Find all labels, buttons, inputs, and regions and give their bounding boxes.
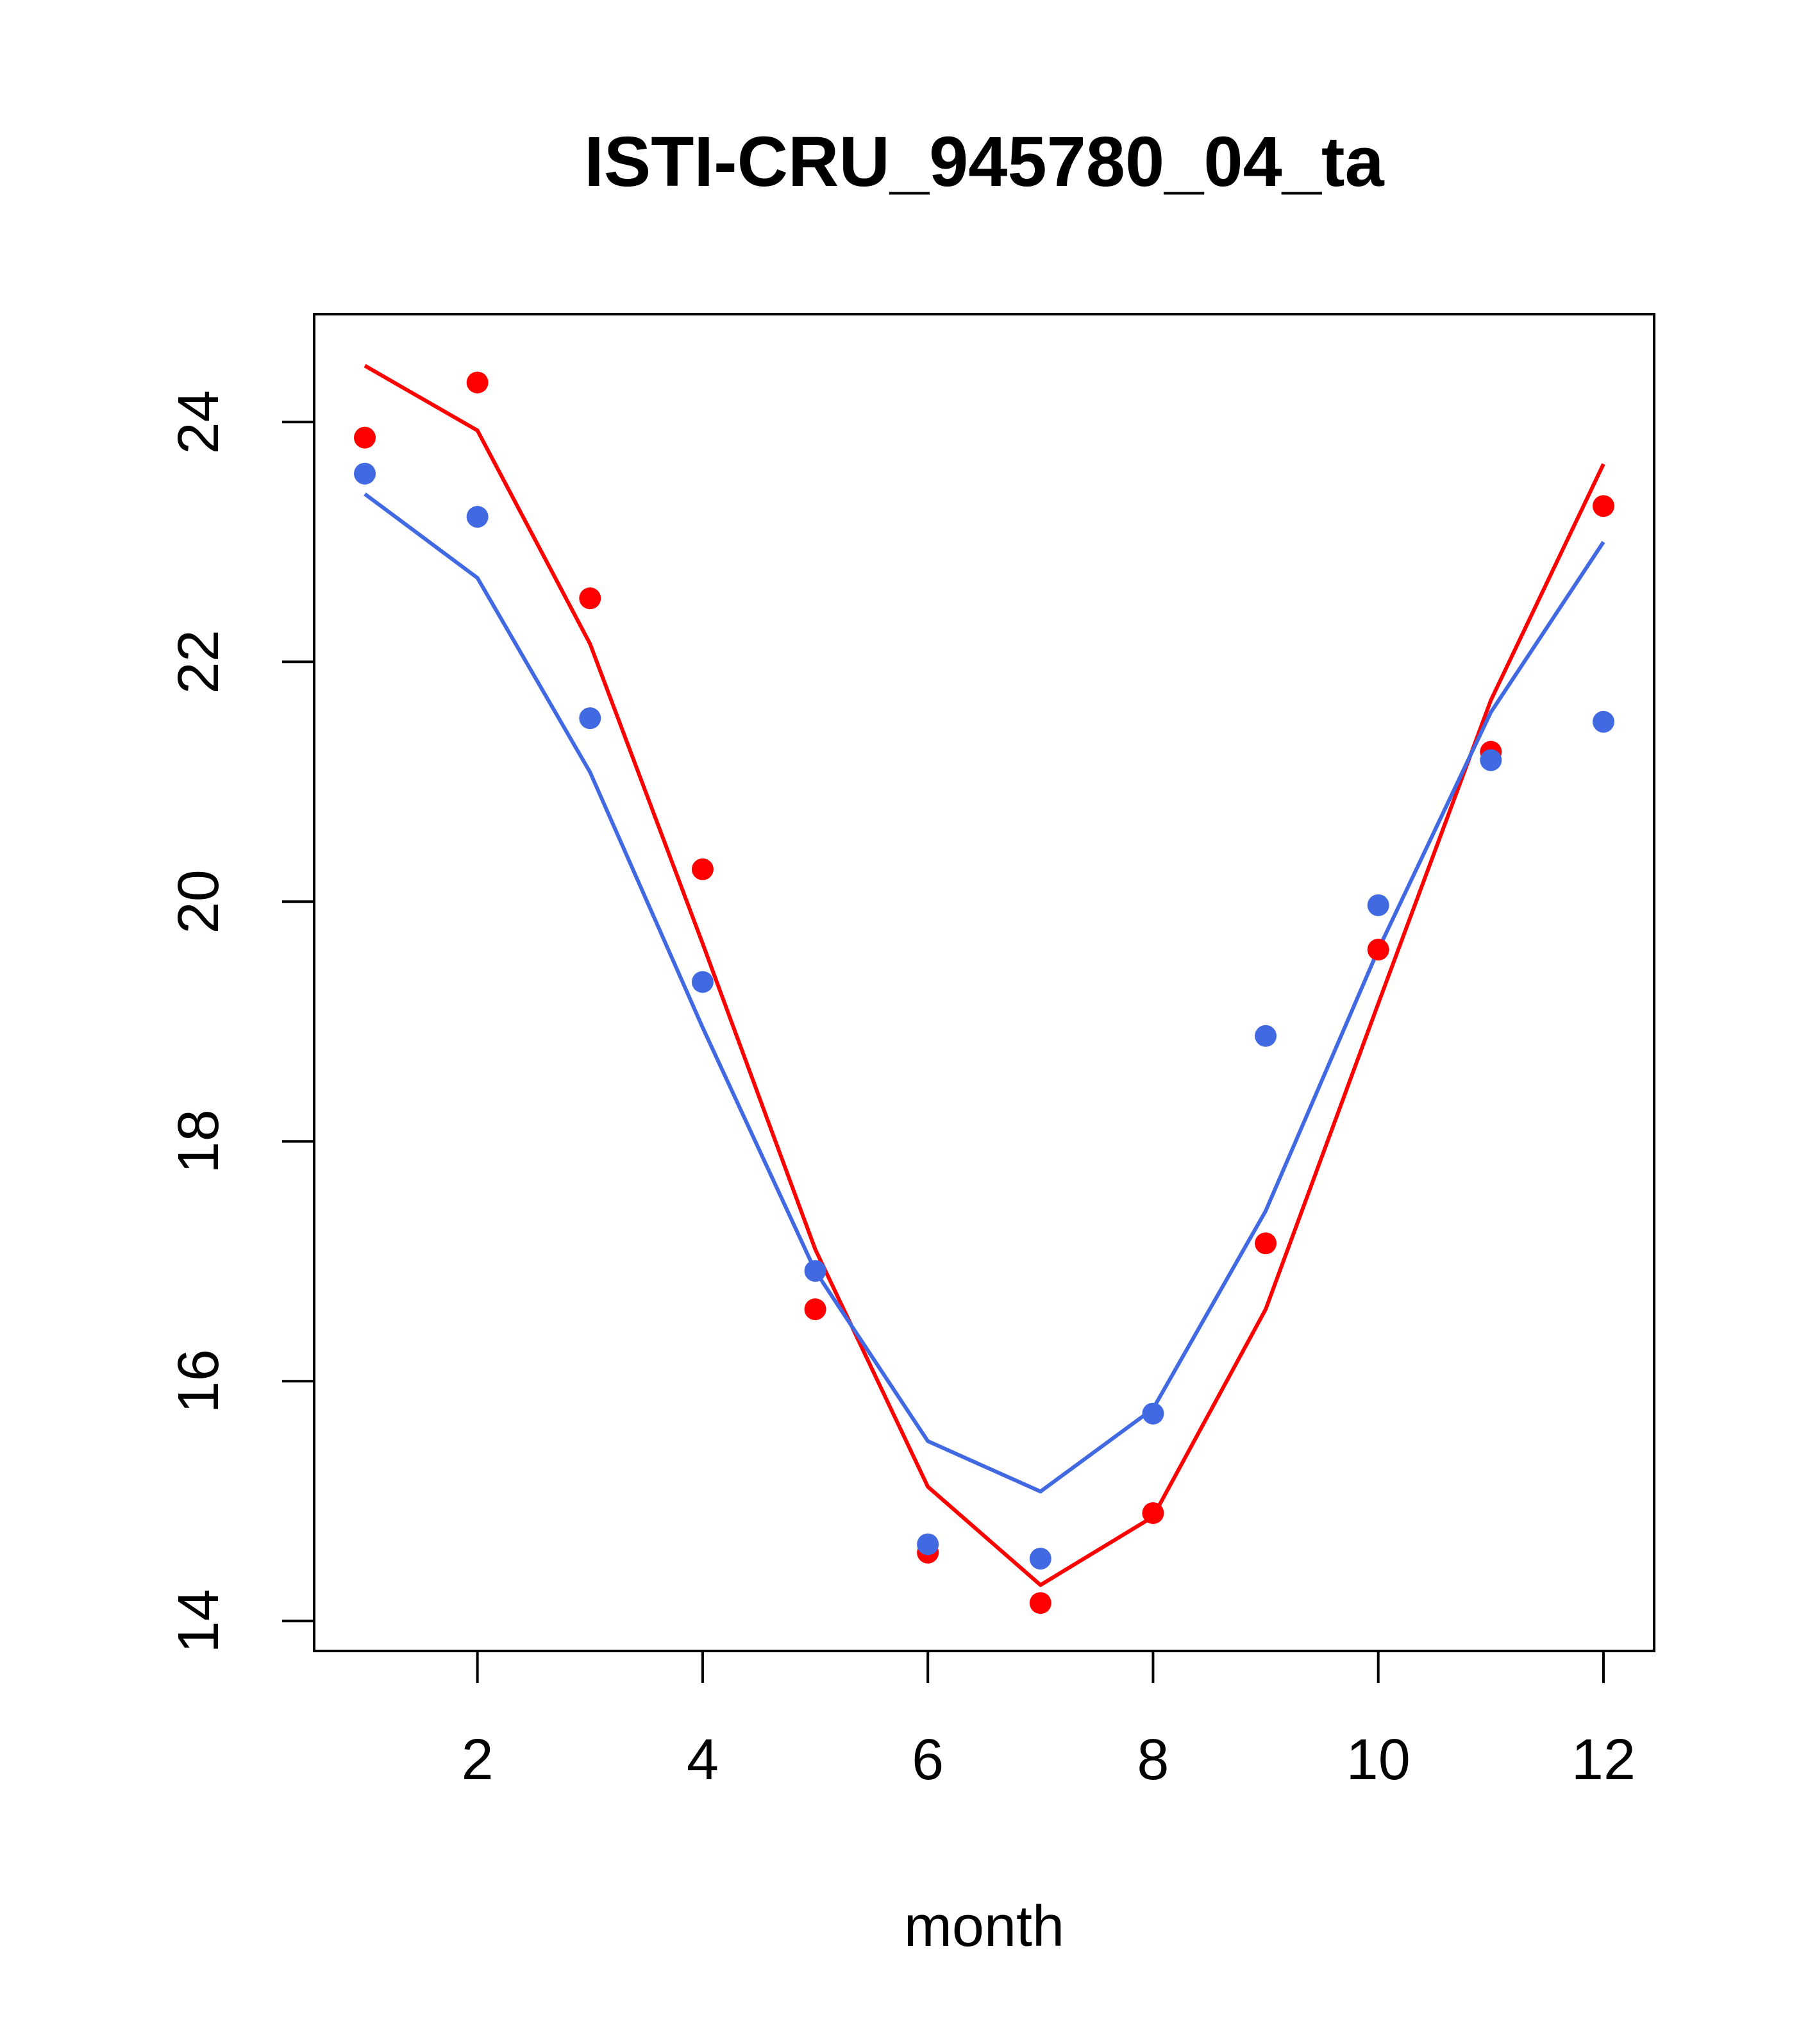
series-1-point (1142, 1502, 1164, 1524)
series-2-point (579, 707, 601, 730)
x-tick-label: 4 (687, 1728, 719, 1792)
chart-title: ISTI-CRU_945780_04_ta (584, 122, 1384, 201)
y-tick-label: 18 (167, 1109, 231, 1173)
series-2-point (354, 462, 376, 485)
x-tick-label: 10 (1346, 1728, 1411, 1792)
x-tick-label: 6 (912, 1728, 944, 1792)
series-2-point (1029, 1548, 1051, 1570)
x-tick-label: 8 (1137, 1728, 1169, 1792)
y-tick-label: 16 (167, 1349, 231, 1413)
series-2-point (1592, 710, 1614, 733)
series-1-point (1029, 1592, 1051, 1614)
series-2-point (804, 1260, 826, 1282)
y-tick-label: 20 (167, 869, 231, 934)
series-1-point (804, 1298, 826, 1321)
series-1-point (354, 426, 376, 449)
series-1-point (1255, 1232, 1277, 1255)
series-2-point (1480, 749, 1502, 771)
y-axis: 14 16 18 20 22 24 (167, 390, 315, 1653)
series-1-point (579, 587, 601, 610)
x-tick-label: 2 (462, 1728, 494, 1792)
series-2-point (691, 971, 714, 993)
series-2-point (466, 506, 489, 528)
series-1-point (1592, 495, 1614, 517)
y-tick-label: 14 (167, 1589, 231, 1653)
series-2-line (364, 492, 1605, 1494)
series-1-line (364, 364, 1605, 1587)
series-2-point (1367, 894, 1389, 916)
y-tick-label: 22 (167, 630, 231, 694)
series-2-point (917, 1533, 939, 1555)
series-2-point (1142, 1402, 1164, 1425)
x-tick-label: 12 (1571, 1728, 1636, 1792)
series-2-point (1255, 1025, 1277, 1047)
series-1-point (691, 858, 714, 880)
x-axis: 2 4 6 8 10 12 (462, 1650, 1636, 1792)
series-1-point (466, 371, 489, 394)
y-tick-label: 24 (167, 390, 231, 454)
series-layer (354, 364, 1614, 1614)
x-axis-label: month (904, 1895, 1064, 1959)
series-1-point (1367, 939, 1389, 961)
plot-frame (313, 313, 1655, 1652)
